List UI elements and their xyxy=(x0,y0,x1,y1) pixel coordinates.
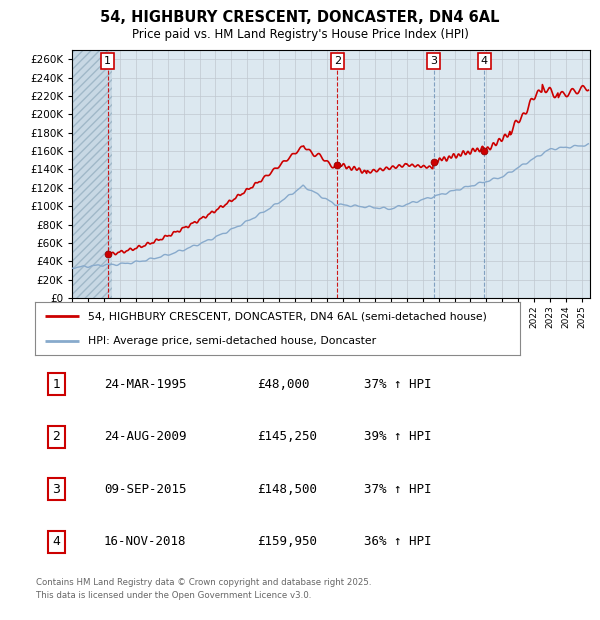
Text: Price paid vs. HM Land Registry's House Price Index (HPI): Price paid vs. HM Land Registry's House … xyxy=(131,28,469,41)
Text: 24-MAR-1995: 24-MAR-1995 xyxy=(104,378,187,391)
Text: 24-AUG-2009: 24-AUG-2009 xyxy=(104,430,187,443)
Text: 37% ↑ HPI: 37% ↑ HPI xyxy=(364,378,431,391)
Text: £145,250: £145,250 xyxy=(257,430,317,443)
Text: 4: 4 xyxy=(481,56,488,66)
Text: 39% ↑ HPI: 39% ↑ HPI xyxy=(364,430,431,443)
Text: 16-NOV-2018: 16-NOV-2018 xyxy=(104,535,187,548)
Text: 37% ↑ HPI: 37% ↑ HPI xyxy=(364,483,431,496)
Text: 2: 2 xyxy=(52,430,60,443)
Text: £48,000: £48,000 xyxy=(257,378,310,391)
Text: £159,950: £159,950 xyxy=(257,535,317,548)
Text: 3: 3 xyxy=(430,56,437,66)
Bar xyxy=(72,50,112,298)
Text: Contains HM Land Registry data © Crown copyright and database right 2025.
This d: Contains HM Land Registry data © Crown c… xyxy=(36,578,371,600)
Text: 36% ↑ HPI: 36% ↑ HPI xyxy=(364,535,431,548)
Text: HPI: Average price, semi-detached house, Doncaster: HPI: Average price, semi-detached house,… xyxy=(88,335,376,346)
Text: 54, HIGHBURY CRESCENT, DONCASTER, DN4 6AL (semi-detached house): 54, HIGHBURY CRESCENT, DONCASTER, DN4 6A… xyxy=(88,311,487,321)
Text: 2: 2 xyxy=(334,56,341,66)
Text: 54, HIGHBURY CRESCENT, DONCASTER, DN4 6AL: 54, HIGHBURY CRESCENT, DONCASTER, DN4 6A… xyxy=(100,10,500,25)
Text: 3: 3 xyxy=(52,483,60,496)
Text: 1: 1 xyxy=(104,56,111,66)
Text: 1: 1 xyxy=(52,378,60,391)
Text: 09-SEP-2015: 09-SEP-2015 xyxy=(104,483,187,496)
Text: 4: 4 xyxy=(52,535,60,548)
Text: £148,500: £148,500 xyxy=(257,483,317,496)
